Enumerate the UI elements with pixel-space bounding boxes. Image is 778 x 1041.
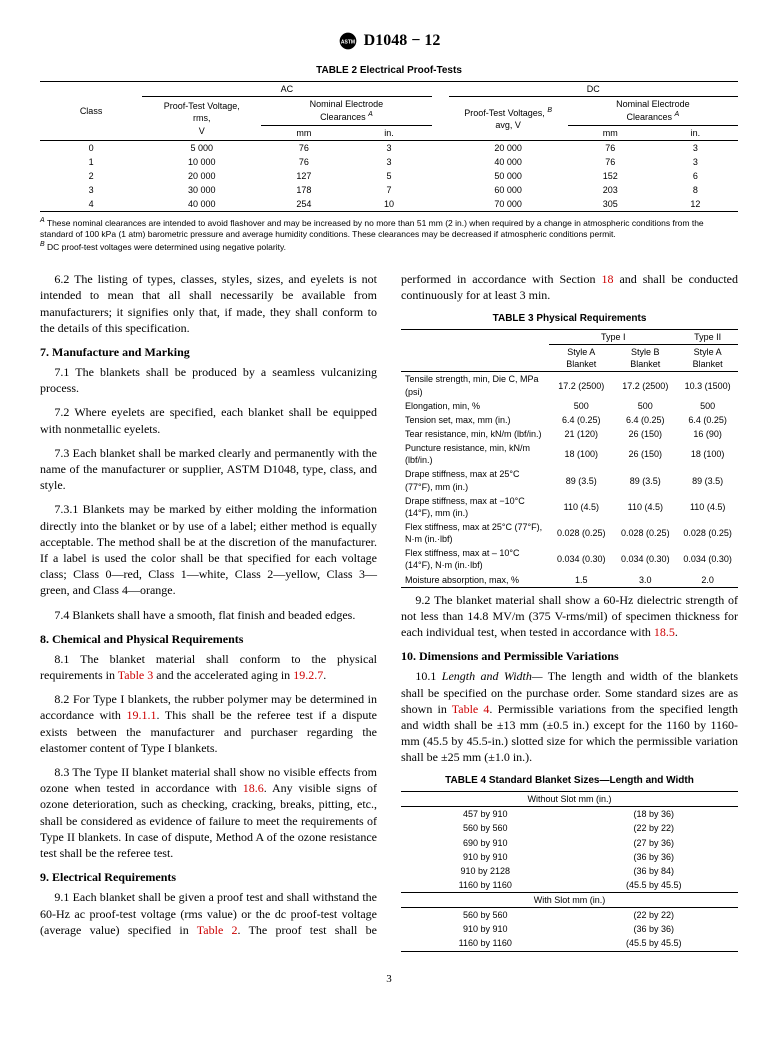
table-row: Elongation, min, %500500500: [401, 399, 738, 413]
doc-title: D1048 − 12: [364, 30, 441, 52]
table-row: 220 000127550 0001526: [40, 169, 738, 183]
table-row: 1160 by 1160(45.5 by 45.5): [401, 936, 738, 951]
p-10-1: 10.1 Length and Width— The length and wi…: [401, 668, 738, 765]
p-9-2: 9.2 The blanket material shall show a 60…: [401, 592, 738, 641]
table2: Class AC DC Proof-Test Voltage, rms, V N…: [40, 81, 738, 212]
s7: 7. Manufacture and Marking: [40, 344, 377, 360]
table-row: 690 by 910(27 by 36): [401, 836, 738, 850]
t2-h-ac: AC: [142, 82, 431, 97]
p-8-2: 8.2 For Type I blankets, the rubber poly…: [40, 691, 377, 756]
t2-h-in2: in.: [653, 125, 738, 140]
s9: 9. Electrical Requirements: [40, 869, 377, 885]
t2-h-dcv: Proof-Test Voltages, Bavg, V: [449, 97, 568, 140]
link-18-5[interactable]: 18.5: [654, 625, 675, 639]
p-6-2: 6.2 The listing of types, classes, style…: [40, 271, 377, 336]
table-row: Moisture absorption, max, %1.53.02.0: [401, 573, 738, 588]
table-row: 1160 by 1160(45.5 by 45.5): [401, 878, 738, 893]
p-7-3: 7.3 Each blanket shall be marked clearly…: [40, 445, 377, 494]
link-table3[interactable]: Table 3: [118, 668, 153, 682]
t2-h-mm2: mm: [568, 125, 653, 140]
astm-logo-icon: ASTM: [338, 31, 358, 51]
t2-h-dc: DC: [449, 82, 738, 97]
p-7-3-1: 7.3.1 Blankets may be marked by either m…: [40, 501, 377, 598]
table-row: 910 by 910(36 by 36): [401, 850, 738, 864]
table-row: 560 by 560(22 by 22): [401, 908, 738, 923]
link-18-6[interactable]: 18.6: [243, 781, 264, 795]
table-row: 560 by 560(22 by 22): [401, 821, 738, 835]
table-row: Drape stiffness, max at 25°C (77°F), mm …: [401, 467, 738, 493]
link-table2[interactable]: Table 2: [197, 923, 238, 937]
table-row: 457 by 910(18 by 36): [401, 807, 738, 822]
p-7-4: 7.4 Blankets shall have a smooth, flat f…: [40, 607, 377, 623]
table-row: Flex stiffness, max at – 10°C (14°F), N·…: [401, 546, 738, 572]
p-8-3: 8.3 The Type II blanket material shall s…: [40, 764, 377, 861]
table4: Without Slot mm (in.) 457 by 910(18 by 3…: [401, 791, 738, 952]
svg-text:ASTM: ASTM: [341, 39, 355, 45]
t2-h-acc: Nominal Electrode Clearances A: [261, 97, 431, 125]
table-row: Flex stiffness, max at 25°C (77°F), N·m …: [401, 520, 738, 546]
s10: 10. Dimensions and Permissible Variation…: [401, 648, 738, 664]
table-row: Tensile strength, min, Die C, MPa (psi)1…: [401, 372, 738, 399]
table-row: Drape stiffness, max at −10°C (14°F), mm…: [401, 494, 738, 520]
p-7-1: 7.1 The blankets shall be produced by a …: [40, 364, 377, 396]
table-row: 05 00076320 000763: [40, 140, 738, 155]
t2-h-mm1: mm: [261, 125, 346, 140]
p-8-1: 8.1 The blanket material shall conform t…: [40, 651, 377, 683]
table-row: 440 0002541070 00030512: [40, 197, 738, 212]
t2-h-in1: in.: [346, 125, 431, 140]
table-row: Puncture resistance, min, kN/m (lbf/in.)…: [401, 441, 738, 467]
s8: 8. Chemical and Physical Requirements: [40, 631, 377, 647]
table4-title: TABLE 4 Standard Blanket Sizes—Length an…: [401, 774, 738, 788]
table3: Type IType II Style A Blanket Style B Bl…: [401, 329, 738, 588]
link-s18[interactable]: 18: [601, 272, 613, 286]
table3-title: TABLE 3 Physical Requirements: [401, 312, 738, 326]
t2-h-dcc: Nominal Electrode Clearances A: [568, 97, 738, 125]
link-table4[interactable]: Table 4: [452, 702, 490, 716]
t2-h-class: Class: [40, 82, 142, 141]
table-row: 910 by 910(36 by 36): [401, 922, 738, 936]
page-number: 3: [40, 972, 738, 987]
link-19-2-7[interactable]: 19.2.7: [293, 668, 323, 682]
table-row: Tear resistance, min, kN/m (lbf/in.)21 (…: [401, 427, 738, 441]
table-row: 910 by 2128(36 by 84): [401, 864, 738, 878]
table-row: 330 000178760 0002038: [40, 183, 738, 197]
table2-title: TABLE 2 Electrical Proof-Tests: [40, 64, 738, 78]
table2-footnotes: A These nominal clearances are intended …: [40, 216, 738, 253]
p-7-2: 7.2 Where eyelets are specified, each bl…: [40, 404, 377, 436]
table-row: Tension set, max, mm (in.)6.4 (0.25)6.4 …: [401, 413, 738, 427]
table-row: 110 00076340 000763: [40, 155, 738, 169]
link-19-1-1[interactable]: 19.1.1: [127, 708, 157, 722]
doc-header: ASTM D1048 − 12: [40, 30, 738, 52]
t2-h-acv: Proof-Test Voltage, rms, V: [142, 97, 261, 140]
